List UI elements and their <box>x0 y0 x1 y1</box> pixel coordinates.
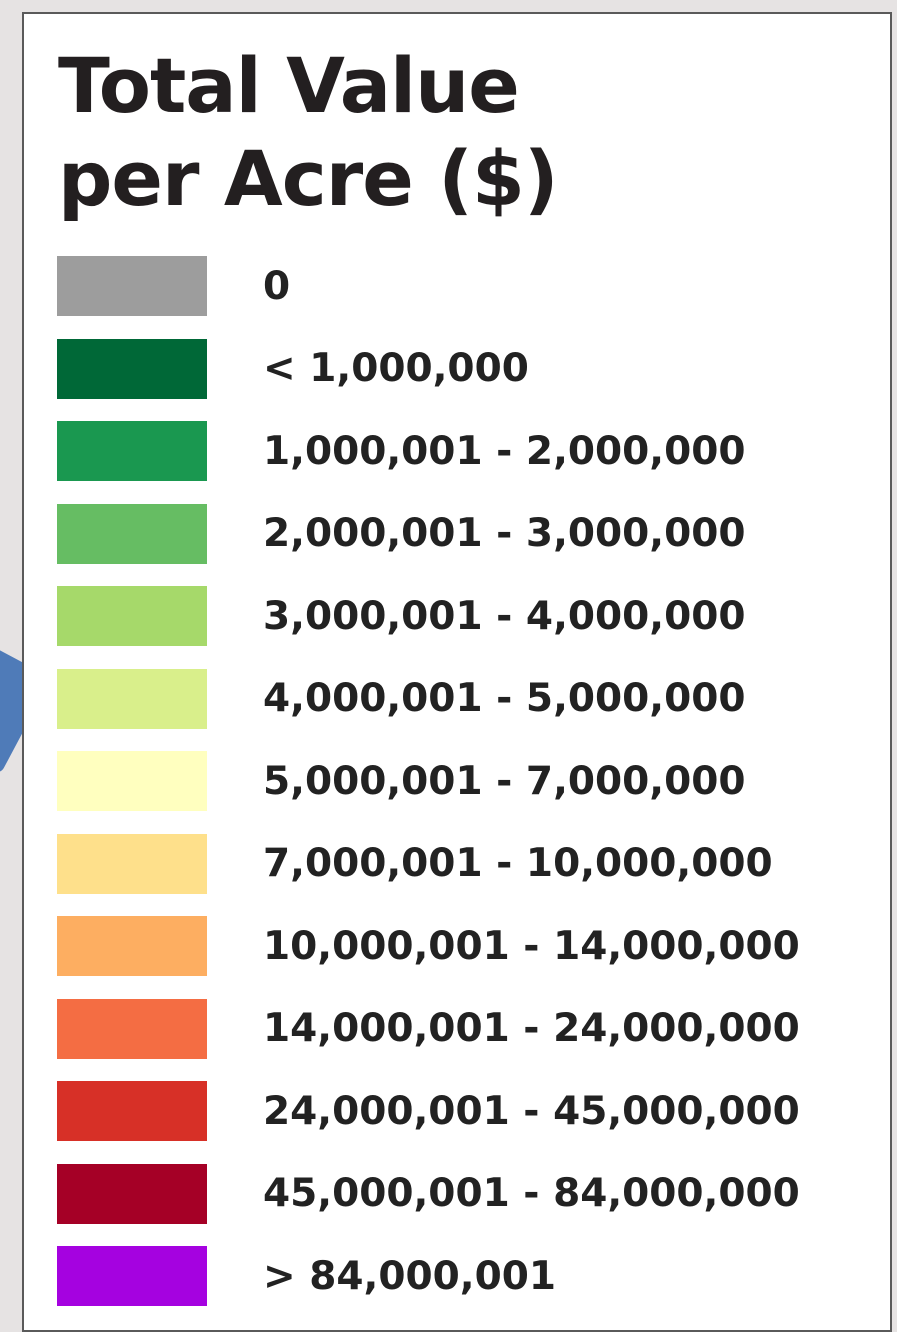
legend-title-line-1: Total Value <box>58 41 520 130</box>
legend-item-label: > 84,000,001 <box>263 1253 556 1299</box>
legend-item-label: 1,000,001 - 2,000,000 <box>263 428 746 474</box>
legend-swatch <box>57 668 207 729</box>
legend-swatch <box>57 1246 207 1307</box>
legend-swatch <box>57 338 207 399</box>
legend-swatch <box>57 751 207 812</box>
legend-item-label: 4,000,001 - 5,000,000 <box>263 676 746 722</box>
legend-item: 14,000,001 - 24,000,000 <box>57 988 800 1071</box>
legend-item: 7,000,001 - 10,000,000 <box>57 823 800 906</box>
legend-item-label: 45,000,001 - 84,000,000 <box>263 1171 800 1217</box>
legend-item: 24,000,001 - 45,000,000 <box>57 1070 800 1153</box>
legend-item-label: 5,000,001 - 7,000,000 <box>263 758 746 804</box>
legend-item: > 84,000,001 <box>57 1235 800 1318</box>
legend-item-label: 10,000,001 - 14,000,000 <box>263 923 800 969</box>
legend-item-label: 7,000,001 - 10,000,000 <box>263 841 773 887</box>
legend-swatch <box>57 1163 207 1224</box>
legend-item: 3,000,001 - 4,000,000 <box>57 575 800 658</box>
legend-item-label: 24,000,001 - 45,000,000 <box>263 1088 800 1134</box>
legend-item: 2,000,001 - 3,000,000 <box>57 493 800 576</box>
legend-item-label: 2,000,001 - 3,000,000 <box>263 511 746 557</box>
legend-swatch <box>57 998 207 1059</box>
legend-title-line-2: per Acre ($) <box>58 133 559 223</box>
legend-title: Total Value per Acre ($) <box>58 40 559 225</box>
legend-item-label: 3,000,001 - 4,000,000 <box>263 593 746 639</box>
legend-item: 1,000,001 - 2,000,000 <box>57 410 800 493</box>
legend-swatch <box>57 256 207 317</box>
legend-item: 0 <box>57 245 800 328</box>
map-legend: Total Value per Acre ($) 0 < 1,000,000 1… <box>22 12 892 1332</box>
legend-swatch <box>57 1081 207 1142</box>
legend-item: 5,000,001 - 7,000,000 <box>57 740 800 823</box>
legend-item: < 1,000,000 <box>57 328 800 411</box>
legend-item-label: < 1,000,000 <box>263 346 529 392</box>
legend-swatch <box>57 503 207 564</box>
legend-item-label: 0 <box>263 263 291 309</box>
legend-items: 0 < 1,000,000 1,000,001 - 2,000,000 2,00… <box>57 245 800 1318</box>
legend-swatch <box>57 586 207 647</box>
legend-item: 45,000,001 - 84,000,000 <box>57 1153 800 1236</box>
legend-item: 10,000,001 - 14,000,000 <box>57 905 800 988</box>
legend-item-label: 14,000,001 - 24,000,000 <box>263 1006 800 1052</box>
legend-item: 4,000,001 - 5,000,000 <box>57 658 800 741</box>
legend-swatch <box>57 916 207 977</box>
legend-swatch <box>57 833 207 894</box>
legend-swatch <box>57 421 207 482</box>
